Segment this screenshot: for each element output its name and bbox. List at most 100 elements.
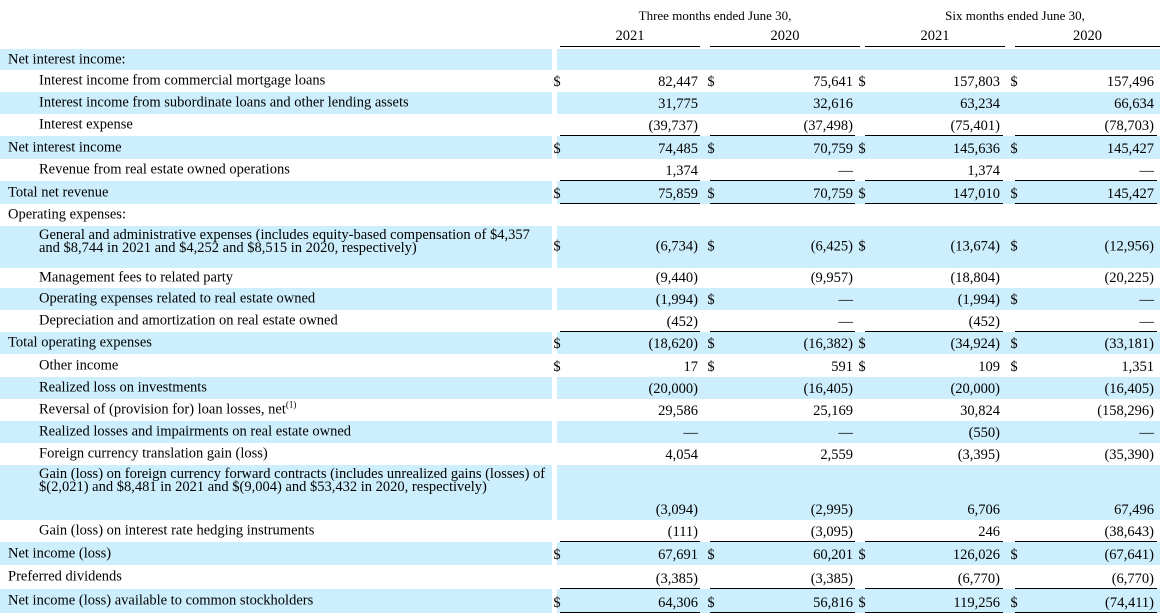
cell-value: (33,181) xyxy=(1104,336,1154,352)
cell-value: (37,498) xyxy=(803,118,853,134)
row-label: Foreign currency translation gain (loss) xyxy=(39,446,268,461)
row-label-text: General and administrative expenses (inc… xyxy=(39,227,530,256)
column-underline xyxy=(710,331,855,332)
cell-value: 56,816 xyxy=(813,595,853,611)
column-underline xyxy=(710,180,855,181)
table-row: Gain (loss) on foreign currency forward … xyxy=(0,465,1169,520)
row-shading xyxy=(0,332,552,354)
table-row: Net income (loss) available to common st… xyxy=(0,589,1169,613)
cell-value: (1,994) xyxy=(957,292,1000,308)
dollar-sign: $ xyxy=(858,595,866,611)
dollar-sign: $ xyxy=(858,359,866,375)
year-heading: 2021 xyxy=(615,28,645,44)
column-underline xyxy=(865,135,1003,136)
dollar-sign: $ xyxy=(858,141,866,157)
cell-value: (20,000) xyxy=(648,381,698,397)
dollar-sign: $ xyxy=(707,359,715,375)
row-label-text: Net income (loss) available to common st… xyxy=(8,592,314,609)
cell-value: 145,427 xyxy=(1106,141,1154,157)
row-label: Interest expense xyxy=(39,116,133,133)
dollar-sign: $ xyxy=(553,547,561,563)
column-underline xyxy=(865,180,1003,181)
cell-value: (75,401) xyxy=(950,118,1000,134)
column-underline xyxy=(710,541,855,542)
cell-value: (18,804) xyxy=(950,270,1000,286)
cell-value: — xyxy=(1139,163,1155,179)
dollar-sign: $ xyxy=(553,141,561,157)
row-shading xyxy=(0,136,552,159)
cell-value: (550) xyxy=(968,425,1000,441)
cell-value: (67,641) xyxy=(1104,547,1154,563)
footnote-marker: (1) xyxy=(285,399,297,410)
column-underline xyxy=(560,331,700,332)
column-underline xyxy=(560,203,700,204)
cell-value: — xyxy=(838,425,854,441)
row-label-text: Realized losses and impairments on real … xyxy=(39,423,352,440)
cell-value: (18,620) xyxy=(648,336,698,352)
header-six-months: Six months ended June 30, xyxy=(945,8,1085,23)
cell-value: — xyxy=(1139,292,1155,308)
dollar-sign: $ xyxy=(553,186,561,202)
cell-value: (3,385) xyxy=(655,571,698,587)
column-underline xyxy=(1015,331,1157,332)
row-label-text: Interest expense xyxy=(39,116,133,133)
cell-value: (3,395) xyxy=(957,447,1000,463)
table-row: Interest income from subordinate loans a… xyxy=(0,92,1169,114)
row-label-text: Total operating expenses xyxy=(8,334,152,351)
cell-value: 30,824 xyxy=(960,403,1000,419)
row-label: Total operating expenses xyxy=(8,334,152,351)
dollar-sign: $ xyxy=(707,74,715,90)
table-row: Operating expenses related to real estat… xyxy=(0,288,1169,310)
row-label: Reversal of (provision for) loan losses,… xyxy=(39,400,296,417)
row-shading xyxy=(0,589,552,613)
table-row: Net interest income: xyxy=(0,49,1169,70)
row-label: Operating expenses: xyxy=(8,207,126,222)
cell-value: (6,734) xyxy=(655,238,698,255)
dollar-sign: $ xyxy=(1010,359,1018,375)
column-underline xyxy=(865,588,1003,589)
cell-value: (20,225) xyxy=(1104,270,1154,286)
table-row: Other income $17 $591 $109 $1,351 xyxy=(0,354,1169,377)
row-label: Net interest income xyxy=(8,140,122,155)
row-label: Interest income from subordinate loans a… xyxy=(39,95,409,110)
table-row: Net income (loss) $67,691 $60,201 $126,026 $… xyxy=(0,542,1169,565)
cell-value: 63,234 xyxy=(960,96,1000,112)
dollar-sign: $ xyxy=(1010,595,1018,611)
row-label: Operating expenses related to real estat… xyxy=(39,290,316,307)
dollar-sign: $ xyxy=(553,359,561,375)
row-label-text: Net interest income: xyxy=(8,51,126,67)
cell-value: 82,447 xyxy=(658,74,698,90)
year-heading: 2020 xyxy=(770,28,800,44)
column-underline xyxy=(1015,612,1157,613)
table-row: Interest expense (39,737) (37,498) (75,401)… xyxy=(0,114,1169,136)
row-shading xyxy=(557,421,1160,443)
table-row: Gain (loss) on interest rate hedging ins… xyxy=(0,520,1169,542)
row-label: Management fees to related party xyxy=(39,270,233,285)
cell-value: — xyxy=(838,314,854,330)
cell-value: (3,095) xyxy=(810,524,853,540)
cell-value: 32,616 xyxy=(813,96,853,112)
column-underline xyxy=(560,180,700,181)
dollar-sign: $ xyxy=(707,595,715,611)
row-label-text: Gain (loss) on interest rate hedging ins… xyxy=(39,522,315,539)
table-row: Realized losses and impairments on real … xyxy=(0,421,1169,443)
cell-value: — xyxy=(1139,425,1155,441)
cell-value: 29,586 xyxy=(658,403,698,419)
cell-value: 1,374 xyxy=(665,163,698,179)
header-three-months: Three months ended June 30, xyxy=(638,8,792,23)
row-label-text: Preferred dividends xyxy=(8,568,122,585)
cell-value: (16,405) xyxy=(1104,381,1154,397)
cell-value: 145,636 xyxy=(952,141,1000,157)
row-shading xyxy=(557,49,1160,70)
row-label: Total net revenue xyxy=(8,185,108,200)
row-label-text: Other income xyxy=(39,357,119,373)
dollar-sign: $ xyxy=(858,238,866,255)
row-label-text: Operating expenses related to real estat… xyxy=(39,290,316,307)
table-row: Depreciation and amortization on real es… xyxy=(0,310,1169,332)
cell-value: 2,559 xyxy=(820,447,853,463)
column-underline xyxy=(1015,541,1157,542)
row-shading xyxy=(0,377,552,399)
column-underline xyxy=(865,331,1003,332)
cell-value: (16,405) xyxy=(803,381,853,397)
